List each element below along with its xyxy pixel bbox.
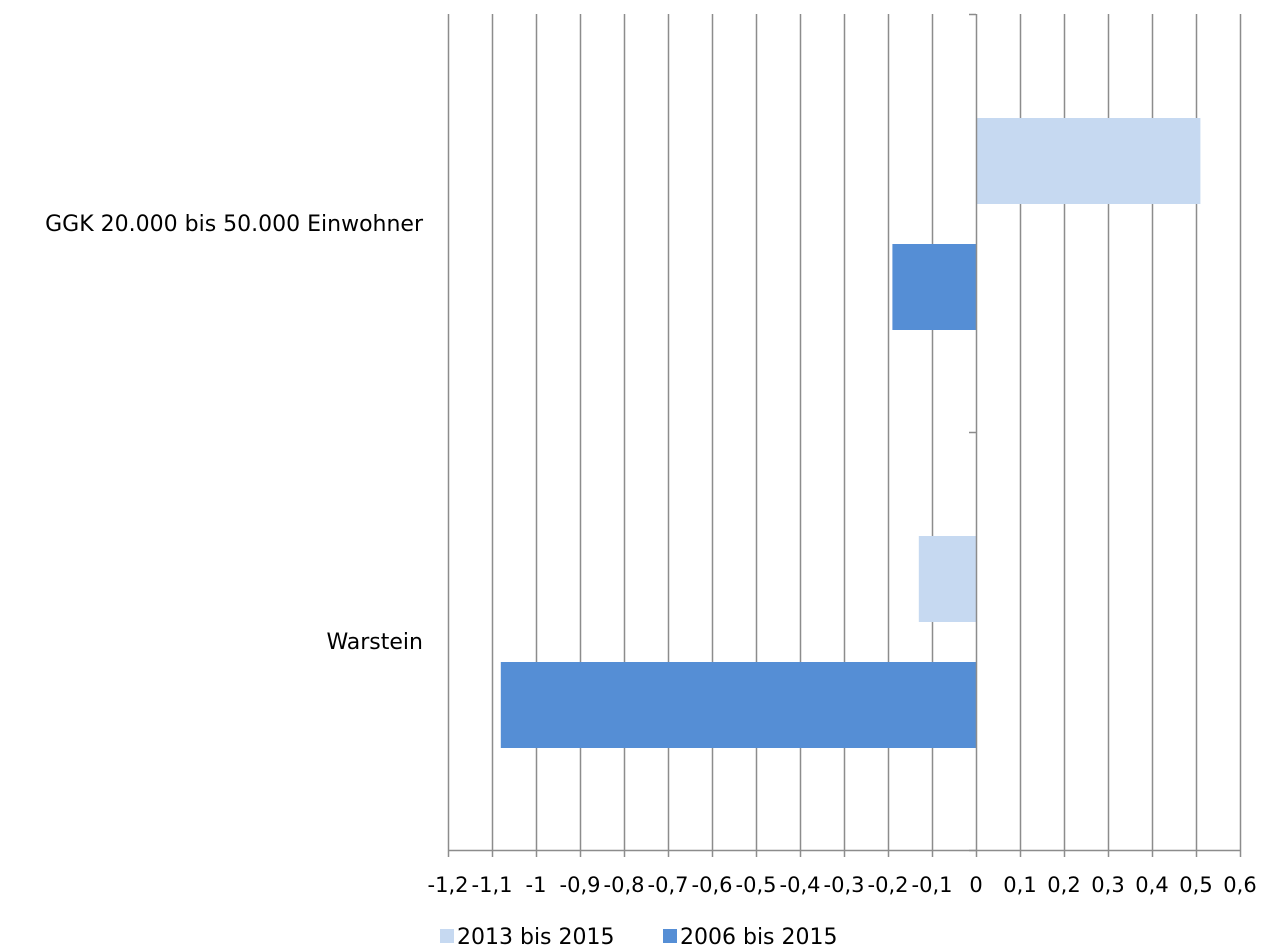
x-tick-label: -0,4 <box>780 873 821 897</box>
legend-swatch <box>440 929 454 943</box>
x-tick-label: -0,1 <box>912 873 953 897</box>
x-tick-label: -0,7 <box>648 873 689 897</box>
legend-label: 2013 bis 2015 <box>457 925 615 947</box>
bars <box>500 118 1201 748</box>
x-tick-labels: -1,2 -1,1 -1 -0,9 -0,8 -0,7 -0,6 -0,5 -0,4 -0,3 -0… <box>428 873 1257 897</box>
axes <box>447 13 1242 857</box>
x-tick-label: -0,9 <box>560 873 601 897</box>
bar-series2 <box>892 244 976 330</box>
gridlines <box>447 14 1242 850</box>
x-tick-label: 0,5 <box>1179 873 1212 897</box>
x-tick-label: -1,1 <box>472 873 513 897</box>
legend-label: 2006 bis 2015 <box>680 925 838 947</box>
category-label: GGK 20.000 bis 50.000 Einwohner <box>45 212 424 237</box>
category-labels: GGK 20.000 bis 50.000 Einwohner Warstein <box>45 212 424 655</box>
x-tick-label: 0,6 <box>1223 873 1256 897</box>
x-tick-label: -0,8 <box>604 873 645 897</box>
legend-swatch <box>663 929 677 943</box>
x-tick-label: 0,1 <box>1003 873 1036 897</box>
x-tick-label: 0 <box>969 873 982 897</box>
x-tick-label: -0,2 <box>868 873 909 897</box>
bar-series2 <box>500 662 976 748</box>
x-tick-label: -0,6 <box>692 873 733 897</box>
x-tick-label: 0,3 <box>1091 873 1124 897</box>
x-tick-label: -0,5 <box>736 873 777 897</box>
x-tick-label: -0,3 <box>824 873 865 897</box>
bar-series1 <box>976 118 1201 204</box>
x-tick-label: -1,2 <box>428 873 469 897</box>
x-tick-label: 0,4 <box>1135 873 1168 897</box>
x-tick-label: -1 <box>526 873 547 897</box>
category-label: Warstein <box>326 630 423 655</box>
bar-series1 <box>918 536 976 622</box>
legend: 2013 bis 2015 2006 bis 2015 <box>440 925 838 947</box>
x-tick-label: 0,2 <box>1047 873 1080 897</box>
